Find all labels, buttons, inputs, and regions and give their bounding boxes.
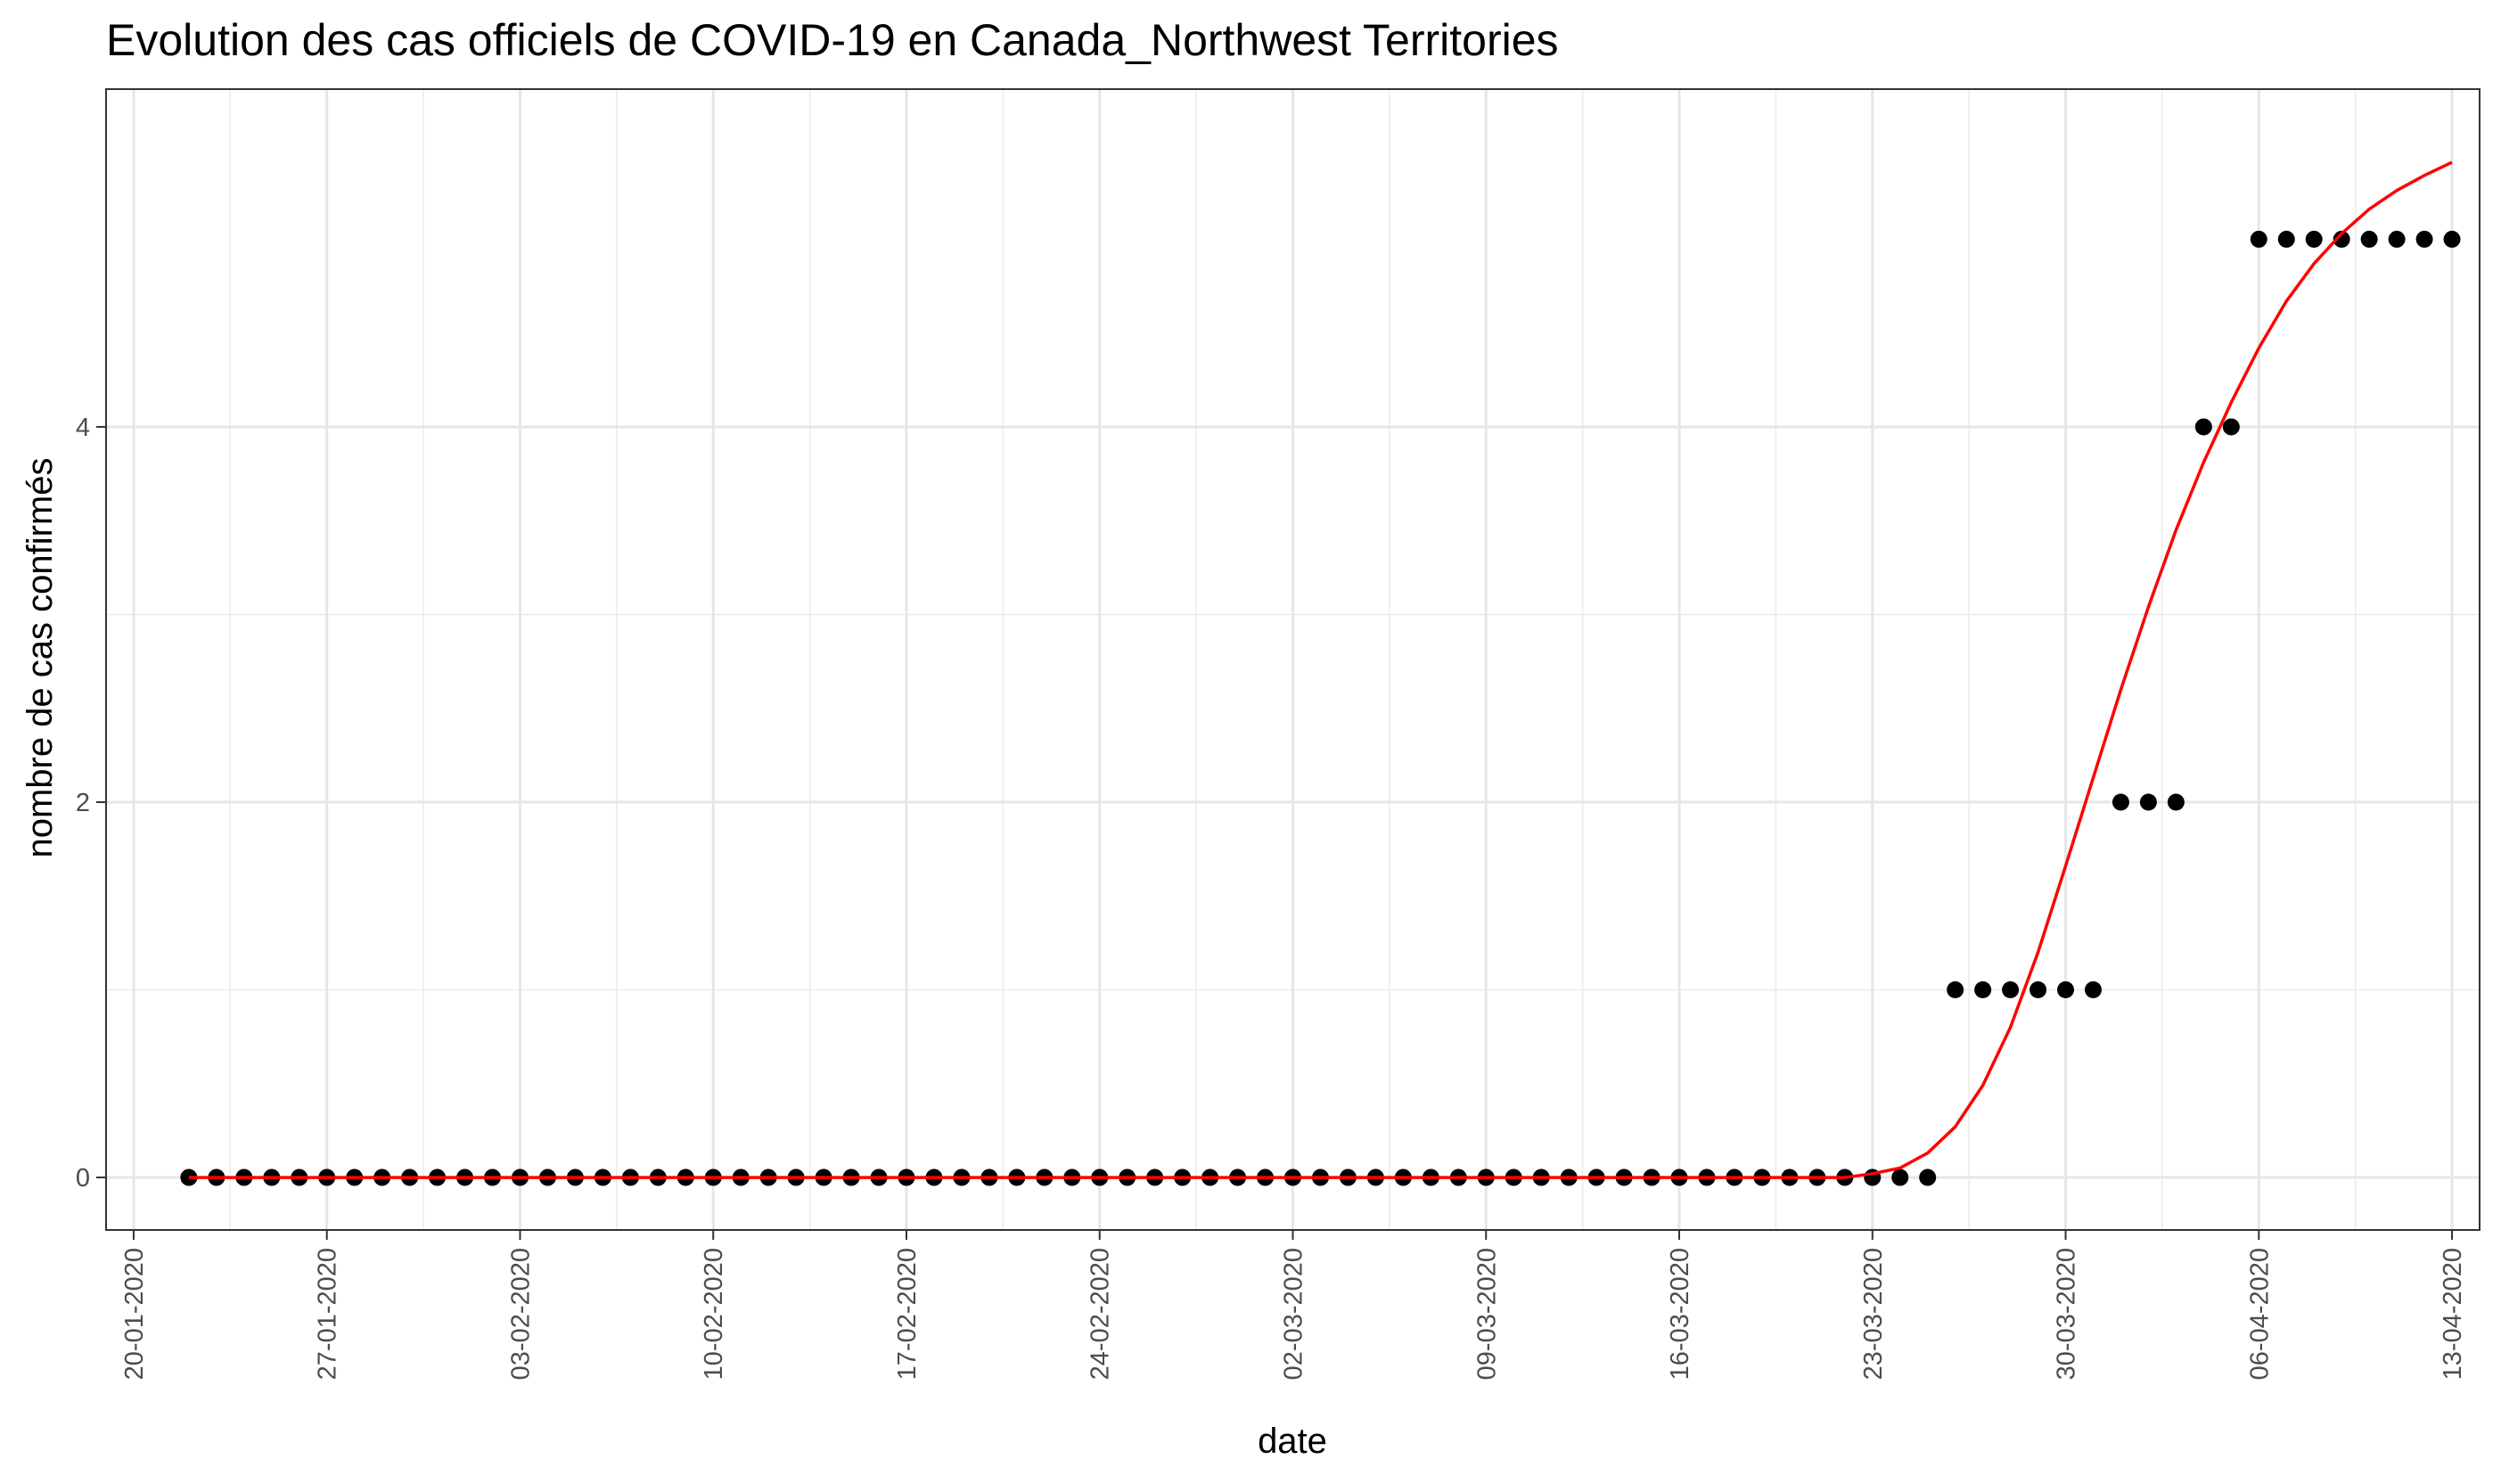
x-tick-label: 16-03-2020 — [1666, 1248, 1694, 1380]
data-point — [2443, 230, 2461, 248]
x-tick-label: 02-03-2020 — [1280, 1248, 1308, 1380]
x-tick-label: 23-03-2020 — [1859, 1248, 1888, 1380]
data-point — [1974, 981, 1992, 999]
x-axis-title: date — [1258, 1422, 1327, 1461]
x-tick-label: 10-02-2020 — [700, 1248, 728, 1380]
data-point — [1947, 981, 1964, 999]
data-point — [1919, 1168, 1937, 1186]
x-tick-label: 20-01-2020 — [120, 1248, 149, 1380]
data-point — [2112, 793, 2129, 811]
x-tick-label: 24-02-2020 — [1086, 1248, 1115, 1380]
y-tick-label: 4 — [76, 414, 90, 442]
data-point — [2388, 230, 2406, 248]
data-point — [2305, 230, 2323, 248]
data-point — [2333, 230, 2350, 248]
y-tick-label: 0 — [76, 1164, 90, 1193]
x-tick-label: 06-04-2020 — [2245, 1248, 2274, 1380]
x-tick-label: 03-02-2020 — [506, 1248, 535, 1380]
data-point — [2139, 793, 2157, 811]
axes: 20-01-2020 27-01-2020 03-02-2020 10-02-2020… — [76, 414, 2467, 1380]
data-point — [2002, 981, 2020, 999]
data-point — [2194, 418, 2212, 436]
x-tick-label: 30-03-2020 — [2053, 1248, 2081, 1380]
x-tick-label: 13-04-2020 — [2439, 1248, 2467, 1380]
y-tick-label: 2 — [76, 789, 90, 817]
x-tick-label: 09-03-2020 — [1472, 1248, 1501, 1380]
x-tick-label: 17-02-2020 — [893, 1248, 922, 1380]
grid — [106, 89, 2480, 1230]
series-layer — [180, 160, 2461, 1186]
data-point — [1891, 1168, 1909, 1186]
data-point — [2360, 230, 2378, 248]
chart-title: Evolution des cas officiels de COVID-19 … — [106, 15, 1559, 65]
data-point — [2167, 793, 2185, 811]
data-point — [180, 1168, 198, 1186]
fit-curve-line — [188, 160, 2453, 1179]
data-point — [2030, 981, 2047, 999]
y-axis-title: nombre de cas confirmés — [20, 457, 60, 857]
x-tick-label: 27-01-2020 — [314, 1248, 342, 1380]
data-point — [2222, 418, 2240, 436]
data-point — [2277, 230, 2295, 248]
data-point — [2084, 981, 2102, 999]
data-point — [2250, 230, 2267, 248]
data-point — [2415, 230, 2433, 248]
data-point — [2057, 981, 2075, 999]
